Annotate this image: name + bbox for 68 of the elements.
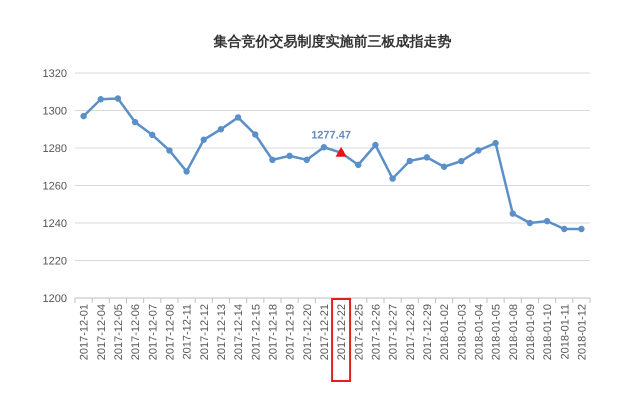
point <box>561 226 568 232</box>
y-tick-label: 1320 <box>42 68 67 80</box>
point <box>80 112 87 120</box>
x-tick-label: 2018-01-12 <box>576 304 588 360</box>
point <box>166 147 173 154</box>
point <box>458 158 464 164</box>
point <box>269 156 276 164</box>
point <box>406 158 413 164</box>
point <box>149 132 156 138</box>
x-tick-label: 2017-12-18 <box>267 304 280 360</box>
x-tick-label: 2017-12-13 <box>216 304 228 360</box>
x-tick-label: 2017-12-20 <box>302 304 314 360</box>
x-tick-label: 2017-12-29 <box>422 304 434 360</box>
point <box>510 210 516 217</box>
x-tick-label: 2017-12-01 <box>78 304 91 360</box>
x-tick-label: 2018-01-10 <box>542 304 554 360</box>
x-tick-label: 2017-12-21 <box>318 304 331 360</box>
point <box>218 126 224 132</box>
point <box>286 152 293 160</box>
x-tick-label: 2018-01-02 <box>439 304 452 360</box>
x-tick-label: 2018-01-09 <box>524 304 537 360</box>
x-tick-label: 2017-12-11 <box>182 304 194 360</box>
x-tick-label: 2017-12-28 <box>404 304 417 360</box>
point <box>372 142 379 148</box>
point <box>234 114 242 121</box>
point <box>304 156 310 164</box>
x-tick-label: 2017-12-25 <box>353 304 366 360</box>
point <box>200 136 207 143</box>
x-tick-label: 2018-01-04 <box>473 304 486 360</box>
annotation: 1277.47 <box>311 130 351 142</box>
x-tick-label: 2017-12-05 <box>112 304 125 360</box>
x-tick-label: 2018-01-05 <box>490 304 503 360</box>
point <box>132 118 138 126</box>
x-tick-label: 2017-12-14 <box>233 304 246 360</box>
point <box>492 140 499 146</box>
x-tick-label: 2017-12-22 <box>336 304 348 360</box>
point <box>114 95 122 102</box>
y-tick-label: 1220 <box>42 256 67 268</box>
point <box>544 218 550 224</box>
x-tick-label: 2017-12-12 <box>198 304 211 360</box>
point <box>526 220 534 226</box>
y-tick-label: 1260 <box>42 180 67 192</box>
chart-title: 集合竞价交易制度实施前三板成指走势 <box>212 33 452 49</box>
x-tick-label: 2017-12-08 <box>164 304 176 360</box>
x-tick-label: 2017-12-26 <box>370 304 382 360</box>
x-tick-label: 2017-12-19 <box>284 304 297 360</box>
y-tick-label: 1300 <box>42 106 67 118</box>
point <box>183 168 190 175</box>
x-tick-label: 2017-12-07 <box>147 304 160 360</box>
x-tick-label: 2018-01-11 <box>559 304 572 360</box>
x-tick-label: 2018-01-03 <box>456 304 468 360</box>
point <box>578 226 585 232</box>
x-tick-label: 2017-12-15 <box>250 304 262 360</box>
x-tick-label: 2017-12-06 <box>130 304 142 360</box>
point <box>320 144 328 150</box>
x-tick-label: 2017-12-27 <box>388 304 400 360</box>
point <box>389 175 396 182</box>
point <box>252 131 258 138</box>
x-tick-label: 2017-12-04 <box>96 304 108 360</box>
point <box>355 162 362 168</box>
point <box>424 154 430 161</box>
point <box>475 147 482 154</box>
y-tick-label: 1240 <box>42 218 67 230</box>
y-tick-label: 1200 <box>42 293 67 305</box>
x-tick-label: 2018-01-08 <box>508 304 520 360</box>
point <box>98 96 104 102</box>
point <box>440 164 448 170</box>
y-tick-label: 1280 <box>42 143 67 155</box>
